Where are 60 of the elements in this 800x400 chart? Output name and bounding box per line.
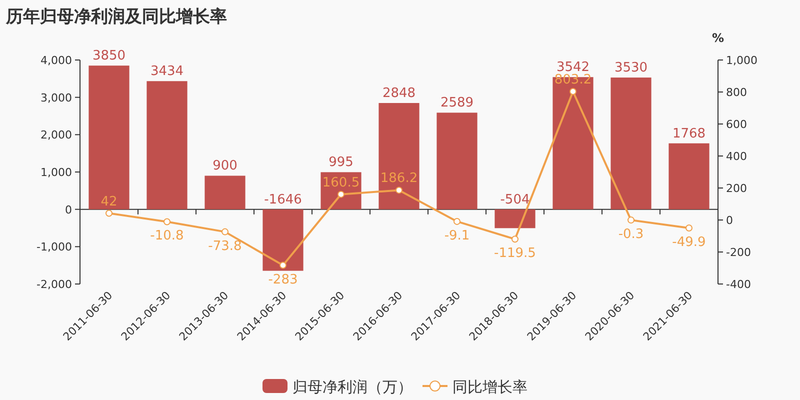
- y-tick-label: -1,000: [36, 240, 72, 254]
- legend-label: 归母净利润（万）: [292, 378, 412, 396]
- y-tick-label: 3,000: [40, 91, 72, 104]
- point: [280, 262, 286, 269]
- bar: [88, 66, 130, 210]
- data-label: 3434: [150, 64, 184, 80]
- y-tick-label: -2,000: [36, 278, 72, 291]
- legend-label: 同比增长率: [452, 378, 528, 396]
- y-tick-label: 1,000: [40, 166, 72, 179]
- y2-tick-label: 400: [726, 150, 747, 163]
- point: [396, 186, 402, 194]
- data-label: 3850: [92, 48, 126, 64]
- bar: [262, 209, 304, 271]
- bar: [378, 103, 420, 210]
- y-tick-label: 2,000: [40, 128, 72, 142]
- data-label: 160.5: [322, 175, 360, 190]
- y2-axis-title: %: [712, 31, 724, 45]
- point: [512, 236, 518, 243]
- point: [454, 218, 460, 225]
- data-label: -504: [500, 192, 530, 208]
- data-label: -119.5: [494, 246, 536, 262]
- bar: [668, 143, 710, 210]
- y2-tick-label: 0: [726, 214, 733, 227]
- y2-tick-label: 800: [726, 86, 747, 99]
- data-label: 900: [212, 158, 238, 174]
- y-tick-label: 4,000: [40, 54, 72, 67]
- y-tick-label: 0: [65, 203, 72, 216]
- data-label: 2848: [382, 86, 416, 102]
- chart-title: 历年归母净利润及同比增长率: [5, 7, 227, 27]
- bar: [204, 176, 246, 210]
- bar: [436, 112, 478, 210]
- y2-tick-label: 200: [726, 182, 747, 195]
- data-label: 995: [328, 155, 354, 170]
- y2-tick-label: -200: [726, 246, 751, 259]
- data-label: 186.2: [380, 171, 418, 186]
- data-label: -73.8: [208, 238, 242, 254]
- bar: [320, 172, 362, 210]
- bar: [494, 209, 536, 228]
- y2-tick-label: 1,000: [726, 54, 758, 67]
- bar: [610, 78, 652, 210]
- data-label: -9.1: [444, 228, 470, 244]
- point: [106, 210, 112, 217]
- point: [686, 224, 692, 232]
- point: [570, 88, 576, 95]
- point: [164, 218, 170, 226]
- point: [222, 228, 228, 236]
- data-label: 1768: [672, 126, 706, 142]
- data-label: 3530: [614, 60, 648, 76]
- data-label: 42: [100, 194, 118, 210]
- point: [628, 216, 634, 224]
- data-label: 2589: [440, 96, 474, 111]
- data-label: -0.3: [618, 227, 644, 242]
- data-label: -49.9: [672, 234, 706, 250]
- data-label: -10.8: [150, 228, 184, 244]
- data-label: -283: [268, 272, 298, 288]
- point: [338, 190, 344, 198]
- y2-tick-label: 600: [726, 118, 747, 131]
- bar: [146, 81, 188, 210]
- y2-tick-label: -400: [726, 278, 751, 291]
- data-label: -1646: [264, 192, 302, 208]
